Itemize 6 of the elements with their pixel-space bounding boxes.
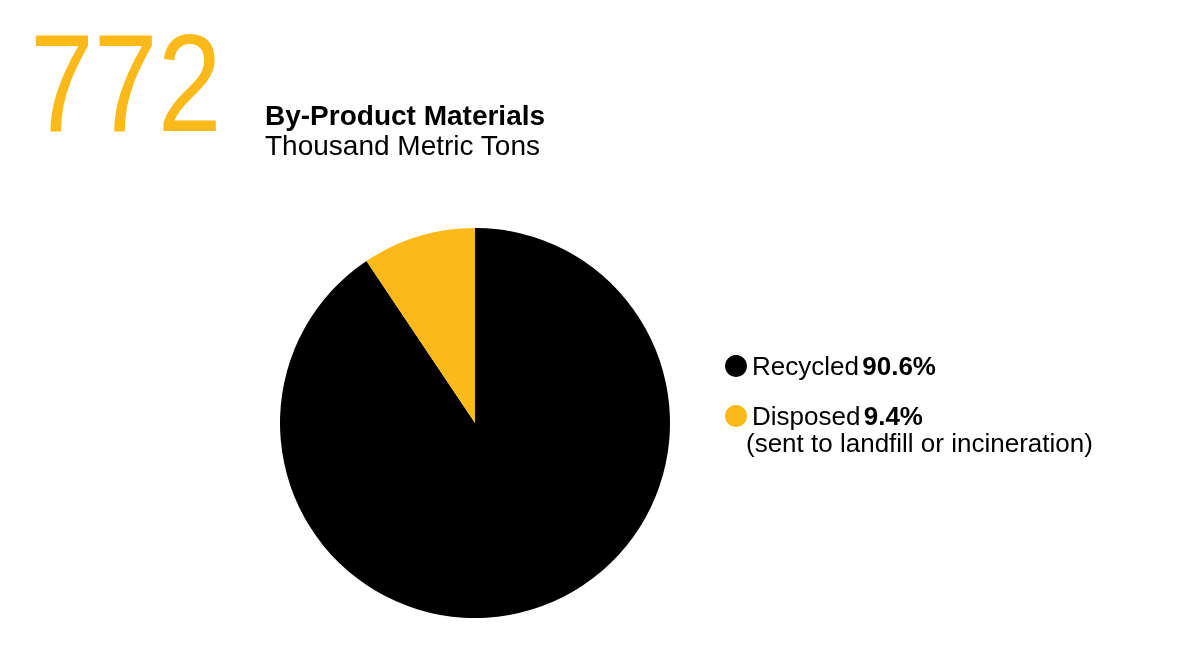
data-label: 9.4% — [863, 401, 923, 431]
text: 772 — [30, 3, 222, 161]
legend-label: Recycled — [752, 351, 859, 381]
chart-title: By-Product Materials — [265, 99, 546, 131]
data-label: 90.6% — [862, 351, 936, 381]
legend-label: Disposed — [752, 401, 861, 431]
